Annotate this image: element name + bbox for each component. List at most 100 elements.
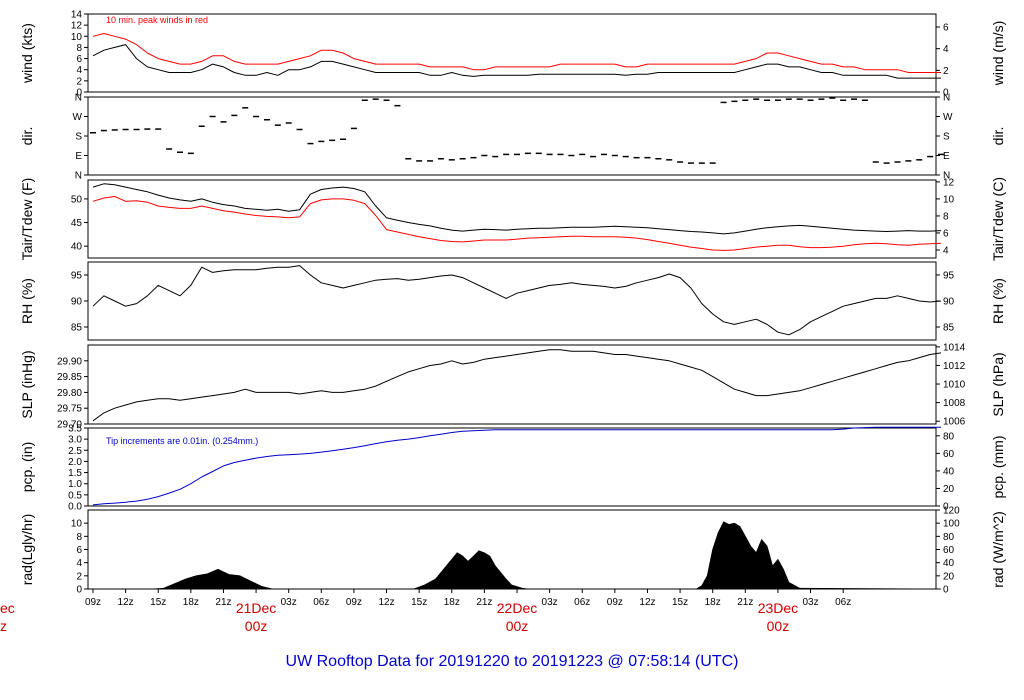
rad-ytick-right-label: 40: [943, 558, 955, 569]
dir-ylabel: dir.: [19, 127, 35, 146]
wind-ytick-label: 14: [71, 10, 83, 21]
time-tick-label: 21z: [215, 597, 231, 608]
pcp-ytick-label: 2.0: [68, 457, 82, 468]
slp-ytick-right-label: 1014: [943, 342, 966, 353]
pcp-ytick-right-label: 20: [943, 484, 955, 495]
time-day-hour-label: 00z: [767, 618, 790, 634]
rh-series-primary: [92, 265, 942, 336]
wind-series-secondary: [92, 33, 941, 73]
temp-ytick-right-label: 12: [943, 177, 955, 188]
slp-ytick-label: 29.80: [57, 388, 82, 399]
time-tick-label: 03z: [802, 597, 818, 608]
time-day-hour-label: 00z: [506, 618, 529, 634]
pcp-series-primary: [92, 426, 941, 506]
wind-ytick-right-label: 0: [943, 88, 949, 99]
wind-annotation: 10 min. peak winds in red: [106, 15, 208, 25]
rad-ytick-label: 10: [71, 519, 83, 530]
pcp-ytick-label: 0.0: [68, 502, 82, 513]
temp-ytick-right-label: 10: [943, 194, 955, 205]
time-day-label: 23Dec: [758, 600, 798, 616]
slp-ylabel-right: SLP (hPa): [990, 352, 1006, 416]
dir-ytick-label: W: [73, 112, 83, 123]
rh-ytick-label: 95: [71, 271, 83, 282]
time-tick-label: 12z: [378, 597, 394, 608]
time-tick-label: 06z: [835, 597, 851, 608]
dir-series: [90, 97, 944, 164]
rh-ytick-right-label: 95: [943, 271, 955, 282]
rh-ytick-label: 90: [71, 297, 83, 308]
rad-ytick-right-label: 120: [943, 506, 960, 517]
time-tick-label: 09z: [607, 597, 623, 608]
wind-ytick-label: 12: [71, 21, 83, 32]
slp-ylabel: SLP (inHg): [19, 350, 35, 418]
rh-ylabel: RH (%): [19, 278, 35, 324]
rad-ytick-label: 2: [76, 571, 82, 582]
rh-ylabel-right: RH (%): [990, 278, 1006, 324]
rad-ytick-label: 8: [76, 532, 82, 543]
panel-pcp: 0.00.51.01.52.02.53.03.5 0 20 40 60 80 pcp. (i…: [19, 424, 1006, 513]
time-day-label: 21Dec: [236, 600, 276, 616]
pcp-ytick-label: 3.0: [68, 435, 82, 446]
temp-ytick-right-label: 4: [943, 245, 949, 256]
pcp-frame: [87, 427, 937, 507]
panel-slp: 29.70 29.75 29.80 29.85 29.90 1006 1008 1010 101…: [19, 342, 1006, 430]
rad-ytick-label: 0: [76, 585, 82, 596]
wind-ylabel: wind (kts): [19, 23, 35, 84]
wind-ytick-right-label: 6: [943, 23, 949, 34]
rad-ytick-label: 6: [76, 545, 82, 556]
dir-ytick-label: N: [75, 93, 82, 104]
time-tick-label: 18z: [444, 597, 460, 608]
time-tick-label: 21z: [737, 597, 753, 608]
time-tick-label: 15z: [411, 597, 427, 608]
temp-ytick-right-label: 8: [943, 211, 949, 222]
temp-series-secondary: [92, 196, 942, 251]
rad-area: [93, 521, 942, 590]
time-tick-label: 06z: [574, 597, 590, 608]
pcp-ylabel-right: pcp. (mm): [990, 436, 1006, 499]
pcp-ytick-label: 1.0: [68, 479, 82, 490]
time-tick-label: 15z: [150, 597, 166, 608]
time-tick-label: 21z: [476, 597, 492, 608]
pcp-ytick-right-label: 80: [943, 431, 955, 442]
wind-ytick-label: 2: [76, 76, 82, 87]
slp-ytick-right-label: 1010: [943, 380, 966, 391]
dir-ytick-label: E: [75, 151, 82, 162]
rh-ytick-label: 85: [71, 323, 83, 334]
temp-ytick-label: 45: [71, 218, 83, 229]
rad-ytick-right-label: 80: [943, 532, 955, 543]
pcp-ytick-right-label: 40: [943, 466, 955, 477]
rad-ytick-label: 4: [76, 558, 82, 569]
dir-ytick-right-label: E: [943, 151, 950, 162]
time-tick-label: 12z: [118, 597, 134, 608]
time-tick-label: 18z: [183, 597, 199, 608]
dir-ytick-label: N: [75, 171, 82, 182]
rad-ytick-right-label: 60: [943, 545, 955, 556]
dir-ylabel-right: dir.: [990, 127, 1006, 146]
rad-ytick-right-label: 0: [943, 585, 949, 596]
wind-ytick-label: 4: [76, 65, 82, 76]
slp-frame: [87, 344, 937, 425]
time-tick-label: 03z: [542, 597, 558, 608]
dir-ytick-right-label: W: [943, 112, 953, 123]
dir-frame: [87, 96, 937, 176]
time-tick-label: 06z: [313, 597, 329, 608]
panel-temp: 40 45 50 4 6 8 10 12 Tair/Tdew (F) Tair/Tdew (C): [19, 177, 1006, 261]
slp-ytick-label: 29.90: [57, 356, 82, 367]
wind-ytick-label: 10: [71, 32, 83, 43]
slp-ytick-label: 29.75: [57, 404, 82, 415]
temp-ylabel-right: Tair/Tdew (C): [990, 177, 1006, 261]
time-day-label: 22Dec: [497, 600, 537, 616]
slp-ytick-label: 29.70: [57, 420, 82, 431]
wind-ylabel-right: wind (m/s): [990, 21, 1006, 87]
pcp-ytick-label: 2.5: [68, 446, 82, 457]
slp-ytick-label: 29.85: [57, 372, 82, 383]
pcp-ylabel: pcp. (in): [19, 442, 35, 493]
pcp-ytick-right-label: 60: [943, 449, 955, 460]
time-day-hour-label-cut: z: [0, 618, 7, 634]
rh-ytick-right-label: 85: [943, 323, 955, 334]
